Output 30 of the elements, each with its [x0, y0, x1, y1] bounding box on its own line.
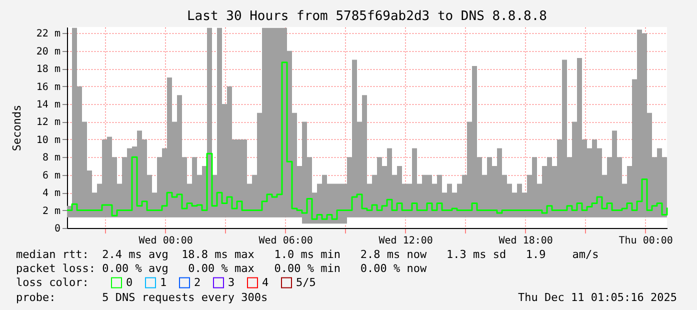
- legend-label: 2: [194, 276, 201, 289]
- y-axis-title: Seconds: [10, 104, 24, 152]
- y-tick-label: 22 m: [36, 28, 60, 40]
- legend-label: 0: [126, 276, 133, 289]
- y-tick-label: 10 m: [36, 134, 60, 146]
- text: Thu Dec 11 01:05:16 2025: [518, 291, 677, 304]
- legend-label: 4: [262, 276, 269, 289]
- y-tick-label: 8 m: [42, 152, 60, 164]
- legend-title: loss color:: [16, 276, 89, 289]
- y-tick-label: 16 m: [36, 82, 60, 93]
- y-tick-label: 4 m: [42, 188, 60, 200]
- legend-label: 3: [228, 276, 235, 289]
- x-tick-label: Wed 06:00: [258, 236, 313, 246]
- text: packet loss: 0.00 % avg 0.00 % max 0.00 % min 0.00 % now: [16, 262, 427, 275]
- y-tick-label: 18 m: [36, 64, 60, 76]
- x-tick-label: Thu 00:00: [618, 236, 673, 246]
- x-tick-label: Wed 18:00: [498, 236, 553, 246]
- chart-title: Last 30 Hours from 5785f69ab2d3 to DNS 8.8.8.8: [186, 9, 548, 24]
- y-tick-label: 6 m: [42, 170, 60, 182]
- x-tick-label: Wed 00:00: [138, 236, 193, 246]
- legend-label: 5/5: [296, 276, 316, 289]
- text: probe: 5 DNS requests every 300s: [16, 291, 268, 304]
- y-tick-label: 2 m: [42, 206, 60, 217]
- y-tick-label: 0: [54, 224, 60, 234]
- y-tick-label: 20 m: [36, 46, 60, 58]
- text: median rtt: 2.4 ms avg 18.8 ms max 1.0 ms min 2.8 ms now 1.3 ms sd 1.9 am/s: [16, 248, 599, 261]
- legend-label: 1: [160, 276, 167, 289]
- y-tick-label: 14 m: [36, 100, 60, 111]
- x-tick-label: Wed 12:00: [378, 236, 433, 246]
- y-tick-label: 12 m: [36, 117, 60, 128]
